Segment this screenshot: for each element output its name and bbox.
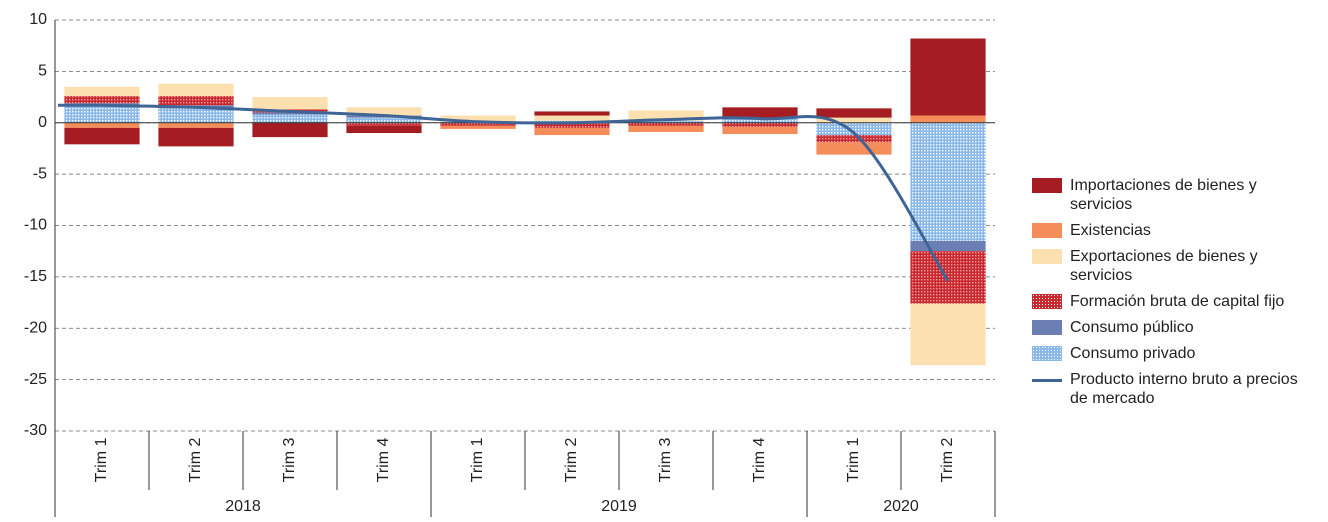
legend-item: Exportaciones de bienes y servicios bbox=[1032, 247, 1324, 285]
bar bbox=[628, 120, 704, 123]
legend-swatch bbox=[1032, 178, 1062, 193]
legend-label: Exportaciones de bienes y servicios bbox=[1070, 248, 1258, 284]
x-tick-label: Trim 2 bbox=[939, 438, 956, 483]
bar bbox=[252, 112, 328, 115]
legend-label: Importaciones de bienes y servicios bbox=[1070, 177, 1257, 213]
bar bbox=[64, 96, 140, 104]
bar bbox=[158, 108, 234, 123]
x-tick-label: Trim 4 bbox=[375, 438, 392, 483]
bar bbox=[910, 38, 986, 116]
legend-item: Importaciones de bienes y servicios bbox=[1032, 176, 1324, 214]
bar bbox=[252, 114, 328, 123]
bar bbox=[910, 251, 986, 304]
bar bbox=[816, 117, 892, 123]
bar bbox=[816, 142, 892, 155]
bar bbox=[64, 122, 140, 128]
legend-swatch bbox=[1032, 379, 1062, 382]
y-tick-label: -30 bbox=[24, 422, 47, 439]
bar bbox=[816, 122, 892, 136]
bar bbox=[534, 122, 610, 128]
legend-swatch bbox=[1032, 294, 1062, 309]
line bbox=[58, 103, 950, 282]
bar bbox=[252, 122, 328, 138]
bar bbox=[346, 122, 422, 126]
bar bbox=[440, 125, 516, 129]
x-group-label: 2020 bbox=[883, 498, 919, 515]
x-tick-label: Trim 3 bbox=[281, 438, 298, 483]
bar bbox=[158, 122, 234, 128]
x-tick-label: Trim 3 bbox=[657, 438, 674, 483]
bar bbox=[158, 96, 234, 106]
legend-item: Consumo privado bbox=[1032, 344, 1324, 363]
bar bbox=[534, 127, 610, 136]
y-tick-label: -20 bbox=[24, 319, 47, 336]
legend-label: Existencias bbox=[1070, 222, 1151, 239]
legend-swatch bbox=[1032, 249, 1062, 264]
bar bbox=[534, 111, 610, 116]
bar bbox=[910, 115, 986, 123]
bar bbox=[346, 117, 422, 123]
bar bbox=[158, 127, 234, 147]
y-tick-label: -10 bbox=[24, 217, 47, 234]
bar bbox=[628, 110, 704, 121]
y-tick-label: 0 bbox=[38, 114, 47, 131]
bar bbox=[910, 303, 986, 366]
x-tick-label: Trim 1 bbox=[845, 438, 862, 483]
bar bbox=[64, 106, 140, 123]
y-tick-label: -15 bbox=[24, 268, 47, 285]
y-tick-label: 10 bbox=[29, 11, 47, 28]
bar bbox=[910, 122, 986, 241]
legend-label: Formación bruta de capital fijo bbox=[1070, 293, 1285, 310]
bar bbox=[722, 107, 798, 118]
x-tick-label: Trim 2 bbox=[563, 438, 580, 483]
bar bbox=[722, 126, 798, 135]
legend-swatch bbox=[1032, 346, 1062, 361]
bar bbox=[252, 97, 328, 110]
bar bbox=[910, 240, 986, 252]
legend-item: Existencias bbox=[1032, 221, 1324, 240]
legend-label: Consumo público bbox=[1070, 319, 1194, 336]
bar bbox=[158, 83, 234, 97]
x-tick-label: Trim 1 bbox=[93, 438, 110, 483]
bar bbox=[440, 122, 516, 126]
x-group-label: 2018 bbox=[225, 498, 261, 515]
bar bbox=[816, 108, 892, 118]
bar bbox=[722, 122, 798, 127]
legend-item: Producto interno bruto a precios de merc… bbox=[1032, 370, 1324, 408]
bar bbox=[534, 115, 610, 121]
chart: -30 -25 -20 -15 -10 -5 0 5 10 Trim 1 Trim 2 Trim 3 T… bbox=[24, 11, 996, 517]
legend-item: Consumo público bbox=[1032, 318, 1324, 337]
bar bbox=[628, 125, 704, 132]
legend-swatch bbox=[1032, 320, 1062, 335]
bar bbox=[628, 122, 704, 126]
legend-swatch bbox=[1032, 223, 1062, 238]
bar bbox=[440, 115, 516, 122]
bar bbox=[816, 135, 892, 143]
x-tick-label: Trim 4 bbox=[751, 438, 768, 483]
legend-label: Producto interno bruto a precios de merc… bbox=[1070, 371, 1298, 407]
y-tick-label: -25 bbox=[24, 371, 47, 388]
y-tick-label: -5 bbox=[33, 165, 47, 182]
y-tick-label: 5 bbox=[38, 63, 47, 80]
x-group-label: 2019 bbox=[601, 498, 637, 515]
bar bbox=[346, 107, 422, 116]
bar bbox=[64, 86, 140, 97]
x-tick-label: Trim 2 bbox=[187, 438, 204, 483]
legend-item: Formación bruta de capital fijo bbox=[1032, 292, 1324, 311]
bar bbox=[722, 118, 798, 123]
bar bbox=[64, 127, 140, 145]
bar bbox=[346, 125, 422, 134]
legend: Importaciones de bienes y servicios Exist… bbox=[1032, 176, 1324, 415]
legend-label: Consumo privado bbox=[1070, 345, 1196, 362]
x-tick-label: Trim 1 bbox=[469, 438, 486, 483]
